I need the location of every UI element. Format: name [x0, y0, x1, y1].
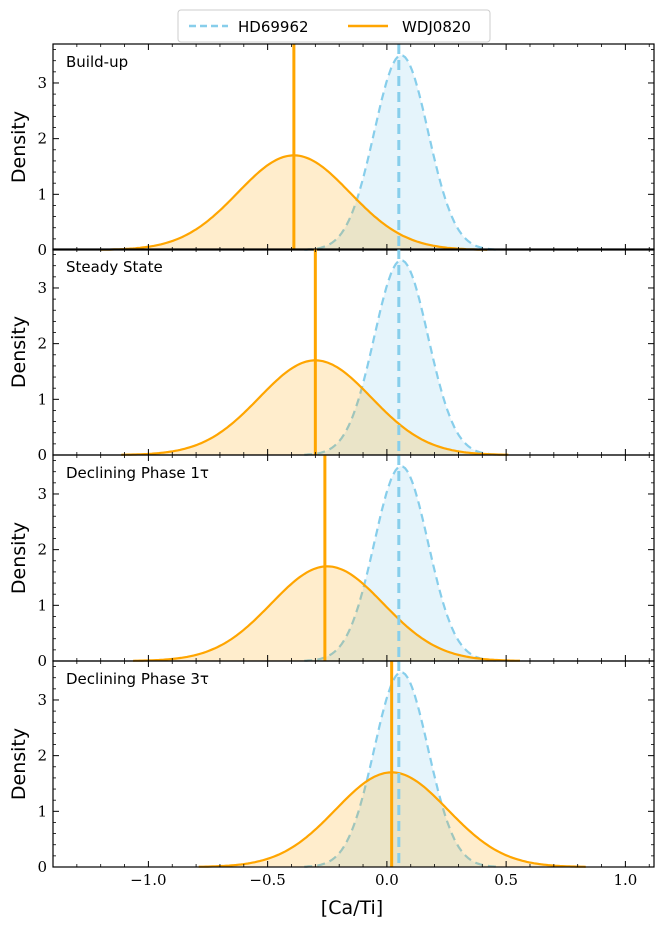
x-tick-label: 0.0: [375, 871, 399, 889]
panel-label: Build-up: [66, 53, 128, 71]
density-curve-wdj0820: [133, 565, 520, 662]
y-tick-label: 2: [37, 747, 47, 765]
legend-label-hd69962: HD69962: [238, 18, 309, 36]
density-curve-hd69962: [304, 465, 499, 662]
x-tick-label: 1.0: [613, 871, 637, 889]
y-tick-label: 1: [37, 390, 47, 408]
density-fill-hd69962: [304, 672, 499, 867]
density-fill-wdj0820: [133, 566, 520, 661]
density-fill-hd69962: [304, 260, 499, 455]
y-axis-label: Density: [8, 111, 30, 183]
panel-label: Declining Phase 1τ: [66, 464, 209, 482]
panel-label: Steady State: [66, 258, 163, 276]
panel-3: 0 1 2 3 Declining Phase 1τ Density: [8, 454, 655, 670]
y-axis-label: Density: [8, 728, 30, 800]
density-curve-hd69962: [304, 54, 499, 251]
panel-4: 0 1 2 3 −1.0 −0.5 0.0 0.5 1.0 Declining Phase 3τ D…: [8, 660, 655, 889]
y-axis-label: Density: [8, 316, 30, 388]
y-tick-label: 0: [37, 446, 47, 464]
panels: 0 1 2 3 Build-up Density 0 1 2 3 Steady State Densi…: [8, 43, 655, 889]
density-fill-hd69962: [304, 55, 499, 251]
panel-label: Declining Phase 3τ: [66, 670, 209, 688]
y-axis-label: Density: [8, 522, 30, 594]
y-tick-label: 2: [37, 541, 47, 559]
y-tick-label: 1: [37, 596, 47, 614]
y-tick-label: 2: [37, 130, 47, 148]
y-tick-label: 3: [37, 279, 47, 297]
y-tick-label: 3: [37, 485, 47, 503]
panel-1: 0 1 2 3 Build-up Density: [8, 43, 655, 259]
y-tick-label: 1: [37, 802, 47, 820]
y-tick-label: 2: [37, 335, 47, 353]
y-tick-label: 3: [37, 74, 47, 92]
y-tick-label: 0: [37, 858, 47, 876]
x-tick-label: −1.0: [130, 871, 166, 889]
density-curve-hd69962: [304, 259, 499, 456]
panel-2: 0 1 2 3 Steady State Density: [8, 248, 655, 464]
legend: HD69962 WDJ0820: [177, 9, 491, 43]
legend-label-wdj0820: WDJ0820: [402, 18, 471, 36]
y-tick-label: 3: [37, 691, 47, 709]
y-tick-label: 0: [37, 652, 47, 670]
density-fill-hd69962: [304, 466, 499, 661]
axes-frame: [52, 43, 655, 251]
legend-frame: [177, 9, 491, 43]
x-tick-label: −0.5: [249, 871, 285, 889]
y-tick-label: 1: [37, 185, 47, 203]
x-axis-label: [Ca/Ti]: [321, 897, 383, 919]
x-tick-label: 0.5: [494, 871, 518, 889]
density-curve-hd69962: [304, 671, 499, 868]
axes-frame: [52, 660, 655, 868]
y-tick-label: 0: [37, 241, 47, 259]
